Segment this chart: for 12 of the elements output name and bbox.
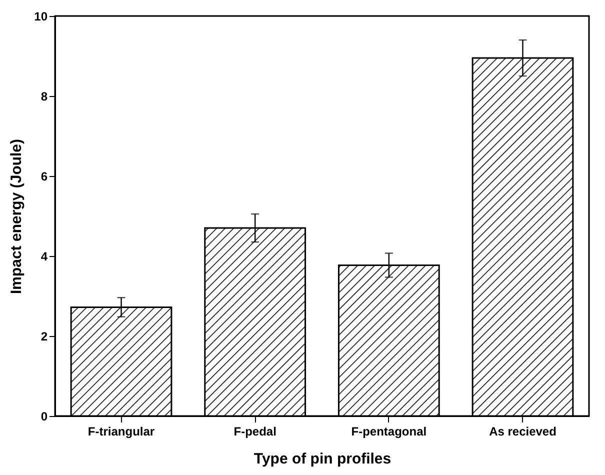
- x-tick-label: F-pedal: [234, 424, 276, 438]
- x-tick-label: F-pentagonal: [351, 424, 427, 438]
- y-tick-label: 0: [40, 410, 48, 424]
- y-tick-label: 8: [40, 90, 48, 104]
- y-tick-label: 4: [40, 250, 48, 264]
- x-axis-title: Type of pin profiles: [254, 450, 392, 468]
- y-axis-title: Impact energy (Joule): [8, 138, 26, 294]
- y-tick-label: 6: [40, 170, 48, 184]
- x-tick-label: As recieved: [489, 424, 556, 438]
- y-tick-label: 10: [34, 10, 48, 24]
- y-tick-label: 2: [40, 330, 48, 344]
- x-tick-label: F-triangular: [88, 424, 155, 438]
